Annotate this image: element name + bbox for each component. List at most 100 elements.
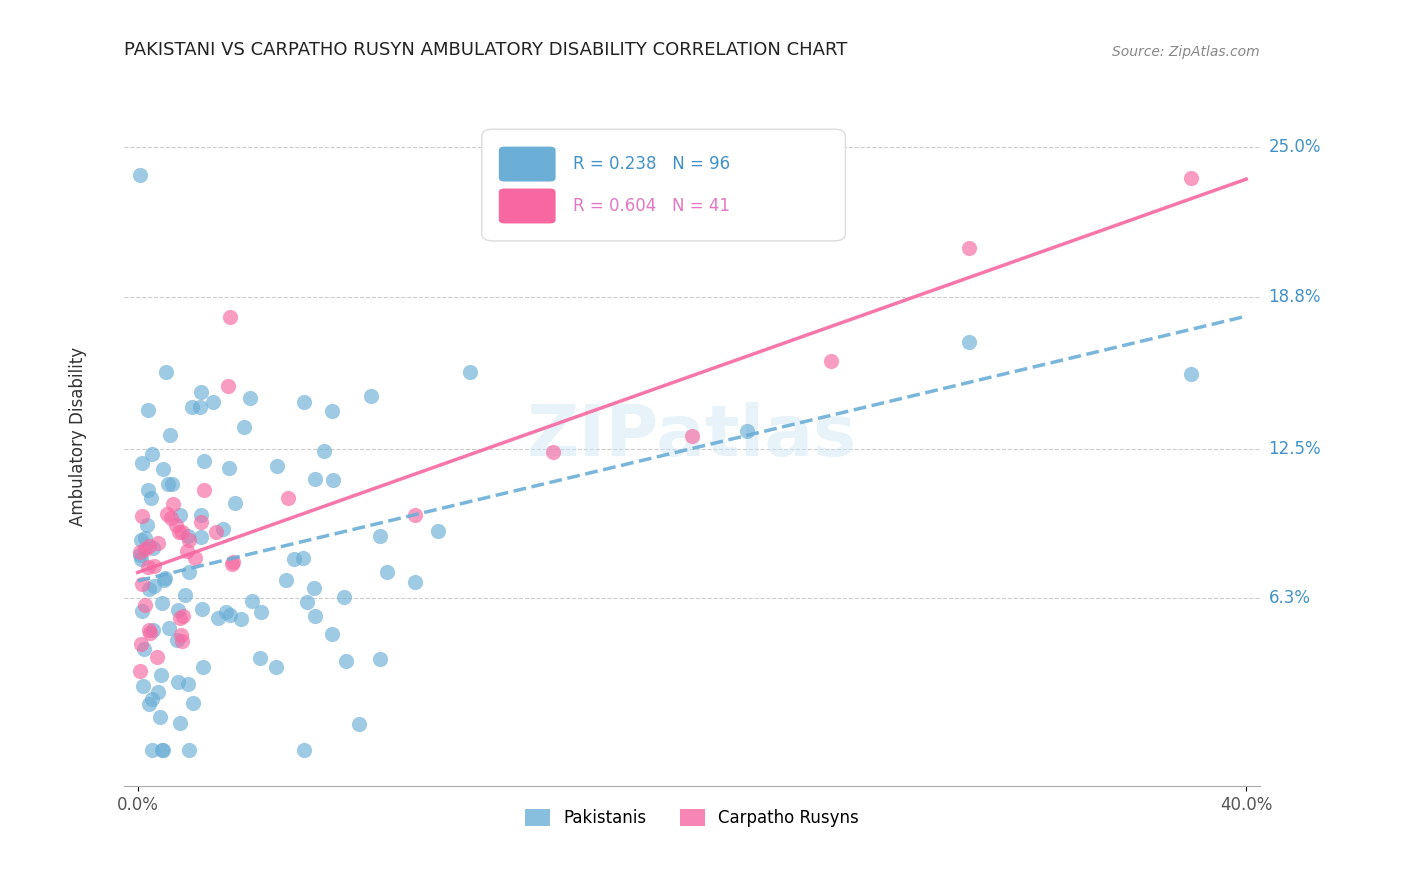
Pakistanis — [218, 461, 240, 475]
Pakistanis — [190, 508, 212, 522]
Pakistanis — [737, 424, 759, 438]
Carpatho Rusyns — [221, 558, 243, 572]
Text: R = 0.604   N = 41: R = 0.604 N = 41 — [572, 197, 730, 215]
Carpatho Rusyns — [176, 544, 198, 558]
Pakistanis — [142, 541, 165, 555]
Pakistanis — [141, 446, 163, 460]
Carpatho Rusyns — [134, 542, 156, 557]
Pakistanis — [155, 365, 177, 379]
Pakistanis — [191, 602, 214, 616]
Pakistanis — [143, 579, 166, 593]
Pakistanis — [141, 742, 163, 756]
Carpatho Rusyns — [222, 555, 245, 569]
Carpatho Rusyns — [172, 609, 194, 624]
Pakistanis — [193, 660, 215, 674]
Pakistanis — [250, 605, 273, 619]
Legend: Pakistanis, Carpatho Rusyns: Pakistanis, Carpatho Rusyns — [519, 802, 866, 833]
Pakistanis — [322, 473, 344, 487]
Carpatho Rusyns — [165, 517, 187, 532]
Pakistanis — [177, 677, 200, 691]
Pakistanis — [152, 573, 174, 587]
FancyBboxPatch shape — [482, 129, 845, 241]
Pakistanis — [174, 588, 197, 602]
Pakistanis — [360, 389, 382, 403]
Pakistanis — [131, 604, 153, 618]
Text: 12.5%: 12.5% — [1268, 440, 1322, 458]
Carpatho Rusyns — [1180, 171, 1202, 186]
Pakistanis — [304, 609, 326, 624]
Pakistanis — [193, 454, 215, 468]
Pakistanis — [180, 400, 202, 414]
Pakistanis — [149, 709, 172, 723]
Text: Ambulatory Disability: Ambulatory Disability — [69, 347, 87, 526]
Pakistanis — [295, 595, 318, 609]
Pakistanis — [169, 508, 191, 522]
Carpatho Rusyns — [167, 525, 190, 540]
Pakistanis — [332, 591, 354, 605]
Carpatho Rusyns — [184, 550, 207, 565]
Pakistanis — [515, 215, 537, 229]
Pakistanis — [132, 642, 155, 657]
Carpatho Rusyns — [170, 634, 193, 648]
Text: 18.8%: 18.8% — [1268, 288, 1320, 306]
Pakistanis — [134, 532, 156, 546]
Pakistanis — [957, 335, 980, 350]
Pakistanis — [166, 675, 188, 690]
Pakistanis — [276, 573, 298, 587]
Pakistanis — [138, 698, 160, 712]
Carpatho Rusyns — [145, 650, 167, 665]
Carpatho Rusyns — [129, 665, 152, 679]
Pakistanis — [148, 685, 170, 699]
Pakistanis — [233, 420, 256, 434]
Pakistanis — [207, 611, 229, 625]
Pakistanis — [190, 385, 212, 400]
Pakistanis — [150, 742, 173, 756]
Pakistanis — [1180, 368, 1202, 382]
Pakistanis — [141, 691, 163, 706]
Pakistanis — [129, 548, 152, 562]
Pakistanis — [152, 462, 174, 476]
Carpatho Rusyns — [190, 515, 212, 529]
Pakistanis — [160, 477, 183, 491]
Carpatho Rusyns — [162, 497, 184, 511]
Carpatho Rusyns — [156, 507, 179, 521]
Carpatho Rusyns — [217, 379, 239, 393]
Pakistanis — [224, 496, 246, 510]
Pakistanis — [312, 443, 335, 458]
Carpatho Rusyns — [138, 624, 160, 638]
Pakistanis — [249, 650, 271, 665]
Text: 25.0%: 25.0% — [1268, 138, 1320, 156]
Pakistanis — [129, 552, 152, 566]
FancyBboxPatch shape — [499, 188, 555, 224]
Pakistanis — [368, 529, 391, 543]
Pakistanis — [458, 364, 481, 378]
Pakistanis — [349, 717, 371, 731]
Pakistanis — [159, 427, 181, 442]
Carpatho Rusyns — [136, 560, 159, 574]
Text: 6.3%: 6.3% — [1268, 589, 1310, 607]
Pakistanis — [292, 742, 315, 756]
Pakistanis — [177, 742, 200, 756]
Pakistanis — [427, 524, 450, 538]
Pakistanis — [283, 552, 305, 566]
Pakistanis — [304, 472, 326, 486]
Carpatho Rusyns — [193, 483, 215, 497]
Pakistanis — [239, 391, 262, 405]
Carpatho Rusyns — [219, 310, 242, 324]
Pakistanis — [149, 667, 172, 681]
Pakistanis — [169, 715, 191, 730]
Pakistanis — [335, 654, 357, 668]
Pakistanis — [321, 627, 343, 641]
Carpatho Rusyns — [169, 611, 191, 625]
Text: ZIPatlas: ZIPatlas — [527, 402, 858, 471]
Pakistanis — [266, 459, 288, 474]
Carpatho Rusyns — [134, 599, 156, 613]
Pakistanis — [321, 404, 343, 418]
Pakistanis — [129, 168, 152, 182]
Pakistanis — [229, 612, 252, 626]
Carpatho Rusyns — [681, 429, 703, 443]
Pakistanis — [152, 742, 174, 756]
Pakistanis — [370, 652, 392, 666]
Pakistanis — [139, 491, 162, 506]
Pakistanis — [304, 581, 326, 595]
